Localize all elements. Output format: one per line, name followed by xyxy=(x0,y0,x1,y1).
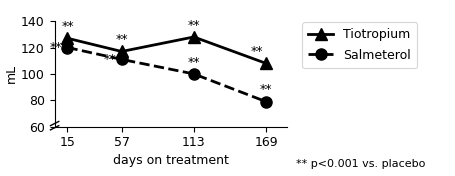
Text: **: ** xyxy=(187,19,200,32)
Salmeterol xyxy=(263,100,269,103)
Text: **: ** xyxy=(116,33,128,46)
Y-axis label: mL: mL xyxy=(5,64,18,83)
Tiotropium xyxy=(263,62,269,64)
Text: ** p<0.001 vs. placebo: ** p<0.001 vs. placebo xyxy=(296,159,425,169)
Tiotropium xyxy=(119,50,124,52)
Text: **: ** xyxy=(187,56,200,69)
Salmeterol xyxy=(191,73,197,75)
Text: **: ** xyxy=(251,45,263,58)
Text: **: ** xyxy=(260,83,272,96)
X-axis label: days on treatment: days on treatment xyxy=(113,154,228,167)
Tiotropium xyxy=(65,37,70,39)
Tiotropium xyxy=(191,36,197,38)
Text: **: ** xyxy=(104,53,116,66)
Legend: Tiotropium, Salmeterol: Tiotropium, Salmeterol xyxy=(302,22,417,68)
Line: Tiotropium: Tiotropium xyxy=(62,31,272,69)
Text: **: ** xyxy=(61,20,74,33)
Salmeterol xyxy=(119,58,124,60)
Salmeterol xyxy=(65,46,70,49)
Line: Salmeterol: Salmeterol xyxy=(62,42,272,107)
Text: **: ** xyxy=(50,41,62,54)
